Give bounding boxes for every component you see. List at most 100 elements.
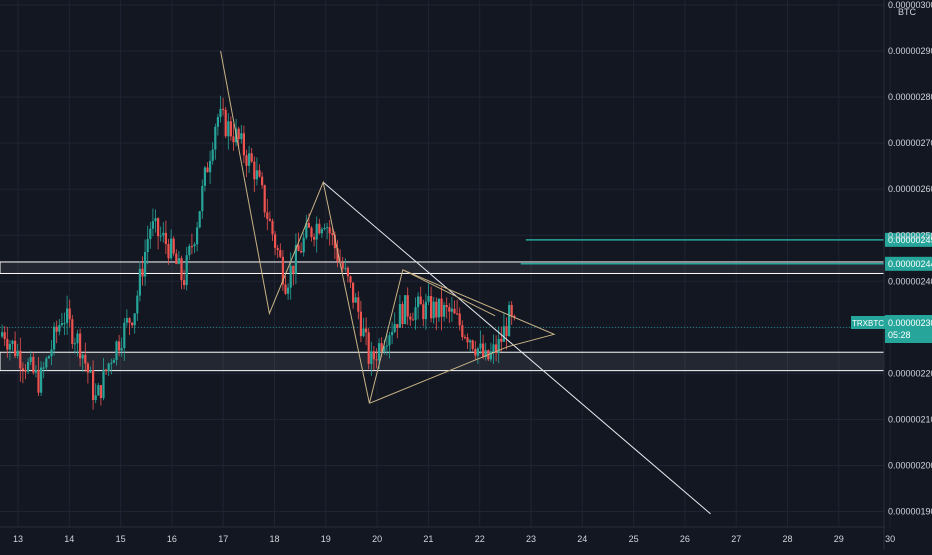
candle-body (372, 351, 375, 360)
x-tick-label: 14 (64, 534, 74, 544)
candle-body (211, 149, 214, 161)
candle-body (344, 267, 347, 269)
candle-body (198, 211, 201, 228)
candle-body (476, 348, 479, 356)
price-level-badge (885, 232, 932, 247)
candle-body (45, 358, 48, 368)
x-tick-label: 19 (321, 534, 331, 544)
candle-body (190, 246, 193, 248)
candle-body (492, 344, 495, 352)
x-tick-label: 16 (167, 534, 177, 544)
candle-body (305, 223, 308, 238)
candle-body (302, 237, 305, 253)
candle-body (284, 284, 287, 294)
candle-body (383, 346, 386, 352)
candle-body (271, 220, 274, 235)
candle-body (375, 359, 378, 361)
candle-body (227, 121, 230, 137)
candle-body (105, 369, 108, 372)
candle-body (40, 367, 43, 393)
candle-body (16, 350, 19, 357)
symbol-label: TRXBTC (852, 319, 884, 328)
candle-body (424, 301, 427, 320)
candle-body (42, 367, 45, 369)
candle-body (193, 244, 196, 247)
candle-body (53, 326, 56, 350)
candle-body (84, 354, 87, 364)
candle-body (196, 227, 199, 245)
candle-body (346, 267, 349, 277)
time-axis[interactable]: 13 14 15 16 17 18 19 20 21 22 23 24 25 26 27 28 29 30 (13, 534, 895, 544)
candle-body (445, 305, 448, 308)
drawings[interactable] (220, 50, 711, 515)
trend-line[interactable] (322, 181, 711, 515)
candle-body (34, 369, 37, 373)
candle-body (6, 339, 9, 350)
candle-body (333, 234, 336, 249)
candle-body (315, 223, 318, 240)
x-tick-label: 13 (13, 534, 23, 544)
candle-body (385, 345, 388, 347)
candle-body (188, 246, 191, 256)
candle-body (430, 295, 433, 319)
candle-body (505, 326, 508, 337)
candle-body (276, 247, 279, 251)
candle-body (432, 301, 435, 319)
candle-body (27, 361, 30, 372)
candle-body (237, 128, 240, 140)
candle-body (29, 356, 32, 362)
y-tick-label: 0.00000300 (888, 0, 932, 10)
candle-body (146, 239, 149, 253)
candle-body (281, 256, 284, 285)
candle-body (115, 341, 118, 361)
candle-body (393, 324, 396, 332)
candle-body (242, 133, 245, 156)
candle-body (279, 250, 282, 257)
candle-body (427, 295, 430, 302)
candle-body (398, 304, 401, 328)
pattern-drawing[interactable] (220, 50, 496, 404)
candle-body (216, 117, 219, 127)
x-tick-label: 21 (423, 534, 433, 544)
candle-body (232, 136, 235, 143)
candle-body (502, 326, 505, 342)
candle-body (510, 304, 513, 316)
candle-body (11, 340, 14, 345)
candle-body (144, 252, 147, 277)
candle-body (164, 232, 167, 244)
candle-body (250, 153, 253, 162)
support-resistance-zone[interactable] (0, 351, 885, 372)
candle-body (362, 328, 365, 337)
candle-body (255, 170, 258, 180)
candle-body (131, 322, 134, 326)
candle-body (495, 344, 498, 354)
candle-body (318, 223, 321, 234)
price-levels[interactable]: 0.00000249 0.00000244 (520, 232, 932, 271)
candle-body (154, 218, 157, 222)
candle-body (177, 258, 180, 264)
candle-body (391, 331, 394, 336)
candle-body (354, 297, 357, 303)
candle-body (336, 248, 339, 262)
candle-body (92, 370, 95, 400)
candle-body (123, 322, 126, 349)
candle-body (435, 301, 438, 318)
candle-body (3, 332, 6, 340)
candle-body (261, 176, 264, 186)
candle-body (157, 218, 160, 237)
symbol-badge: TRXBTC (851, 316, 885, 329)
candle-body (1, 332, 4, 337)
pattern-drawing[interactable] (369, 269, 556, 404)
candle-body (50, 349, 53, 357)
candle-body (484, 350, 487, 358)
candle-body (287, 287, 290, 294)
candle-body (149, 228, 152, 240)
candle-body (73, 343, 76, 345)
candle-body (107, 363, 110, 372)
candle-body (86, 363, 89, 373)
y-tick-label: 0.00000250 (888, 230, 932, 240)
candle-body (112, 360, 115, 363)
